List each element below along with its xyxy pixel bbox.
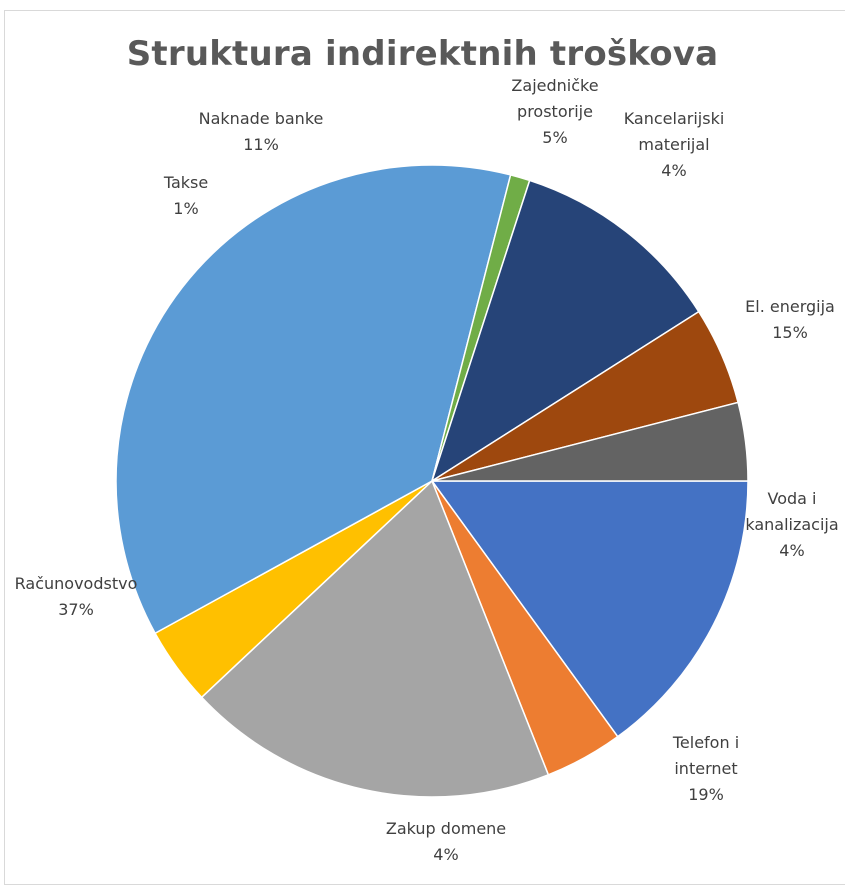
data-label-percent: 4% — [433, 845, 458, 864]
data-label-category: kanalizacija — [745, 515, 838, 534]
data-label-category: internet — [674, 759, 737, 778]
data-label-takse: Takse 1% — [163, 173, 208, 218]
data-label-zajednicke-prostorije: Zajedničke prostorije 5% — [511, 76, 598, 147]
data-label-category: Naknade banke — [199, 109, 324, 128]
pie-chart: El. energija 15% Voda i kanalizacija 4% Telef… — [15, 76, 839, 864]
data-label-voda-i-kanalizacija: Voda i kanalizacija 4% — [745, 489, 838, 560]
data-label-percent: 15% — [772, 323, 808, 342]
data-label-zakup-domene: Zakup domene 4% — [386, 819, 506, 864]
data-label-category: materijal — [638, 135, 709, 154]
data-label-category: Zakup domene — [386, 819, 506, 838]
pie-slice-kancelarijski-materijal — [431, 401, 749, 482]
data-label-kancelarijski-materijal: Kancelarijski materijal 4% — [624, 109, 725, 180]
pie-slice-el-energija — [430, 480, 749, 738]
pie-slice-naknade-banke — [430, 179, 700, 483]
data-label-percent: 4% — [661, 161, 686, 180]
data-label-el-energija: El. energija 15% — [745, 297, 835, 342]
data-label-telefon-i-internet: Telefon i internet 19% — [672, 733, 739, 804]
pie-slice-racunovodstvo — [115, 164, 512, 635]
data-label-percent: 5% — [542, 128, 567, 147]
data-label-category: Voda i — [768, 489, 817, 508]
data-label-category: prostorije — [517, 102, 593, 121]
data-label-naknade-banke: Naknade banke 11% — [199, 109, 324, 154]
data-label-percent: 19% — [688, 785, 724, 804]
data-label-percent: 11% — [243, 135, 279, 154]
data-label-percent: 4% — [779, 541, 804, 560]
data-label-category: Zajedničke — [511, 76, 598, 95]
data-label-category: Takse — [163, 173, 208, 192]
data-label-category: El. energija — [745, 297, 835, 316]
data-label-percent: 37% — [58, 600, 94, 619]
data-label-category: Telefon i — [672, 733, 739, 752]
data-label-racunovodstvo: Računovodstvo 37% — [15, 574, 138, 619]
pie-slice-telefon-i-internet — [200, 479, 550, 798]
data-label-percent: 1% — [173, 199, 198, 218]
chart-title: Struktura indirektnih troškova — [126, 34, 719, 74]
data-label-category: Računovodstvo — [15, 574, 138, 593]
data-label-category: Kancelarijski — [624, 109, 725, 128]
